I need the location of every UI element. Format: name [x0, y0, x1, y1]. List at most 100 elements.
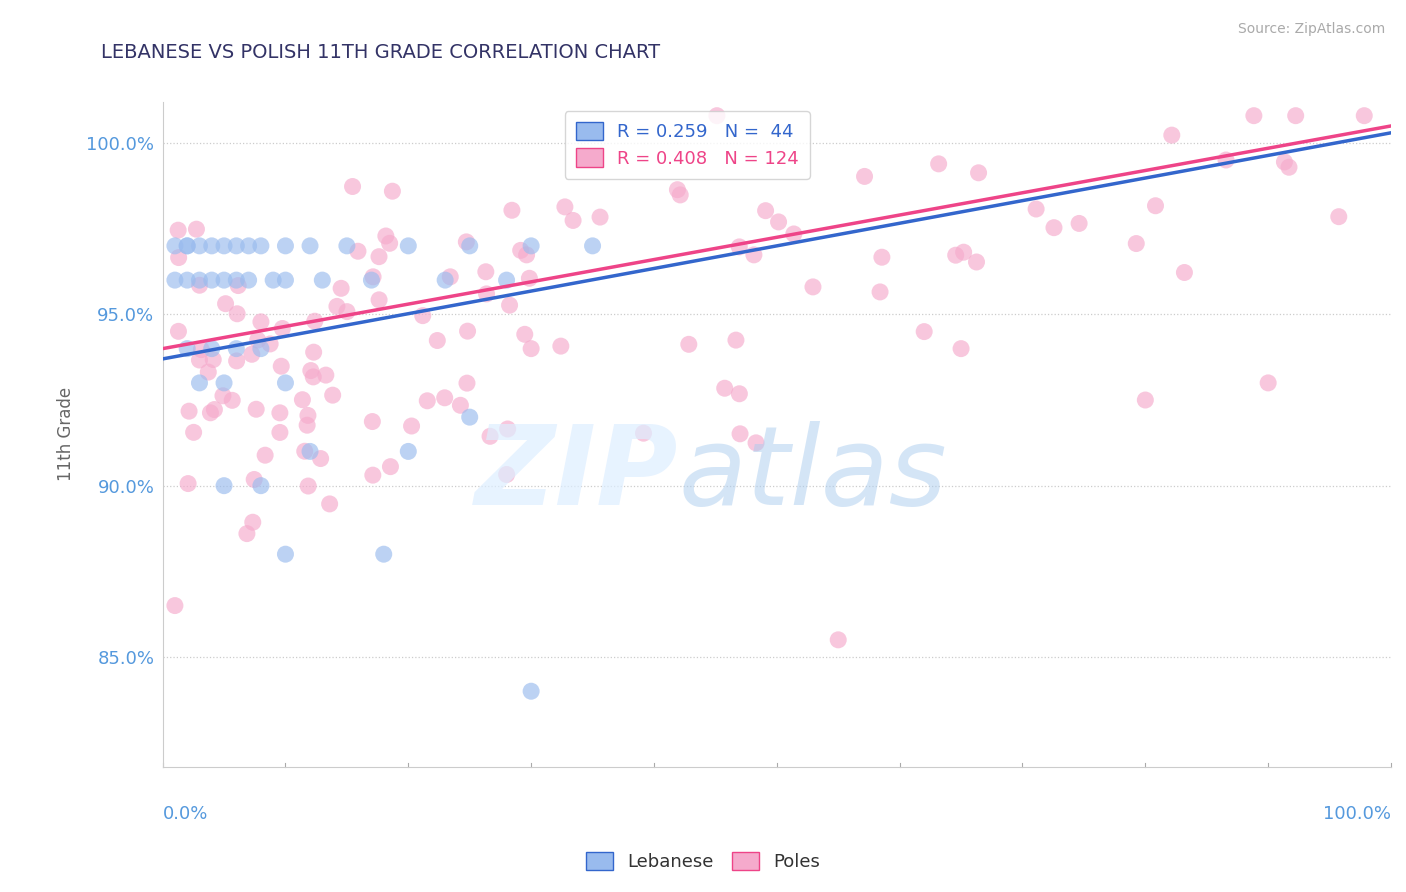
Point [457, 324, 479, 338]
Point [950, 342, 973, 356]
Legend: Lebanese, Poles: Lebanese, Poles [579, 845, 827, 879]
Point [475, 286, 498, 301]
Point [297, 409, 319, 423]
Point [188, 278, 211, 293]
Point [190, 343, 212, 357]
Point [240, 347, 263, 361]
Point [270, 359, 292, 374]
Point [928, 157, 950, 171]
Point [318, 497, 340, 511]
Point [176, 273, 198, 287]
Point [498, 298, 520, 312]
Point [226, 278, 249, 293]
Point [274, 239, 297, 253]
Point [516, 248, 538, 262]
Text: Source: ZipAtlas.com: Source: ZipAtlas.com [1237, 22, 1385, 37]
Point [401, 419, 423, 434]
Text: LEBANESE VS POLISH 11TH GRADE CORRELATION CHART: LEBANESE VS POLISH 11TH GRADE CORRELATIO… [101, 43, 661, 62]
Point [326, 299, 349, 313]
Point [177, 476, 200, 491]
Point [495, 467, 517, 482]
Point [496, 422, 519, 436]
Point [513, 327, 536, 342]
Point [342, 179, 364, 194]
Point [250, 342, 273, 356]
Point [221, 393, 243, 408]
Point [299, 239, 322, 253]
Point [188, 239, 211, 253]
Point [1257, 376, 1279, 390]
Point [163, 239, 186, 253]
Point [1160, 128, 1182, 143]
Point [238, 239, 260, 253]
Point [202, 402, 225, 417]
Point [201, 273, 224, 287]
Point [360, 273, 382, 287]
Point [212, 273, 235, 287]
Point [509, 244, 531, 258]
Point [374, 229, 396, 244]
Point [869, 285, 891, 299]
Point [1278, 161, 1301, 175]
Point [259, 337, 281, 351]
Point [299, 444, 322, 458]
Point [245, 402, 267, 417]
Point [225, 239, 247, 253]
Text: 100.0%: 100.0% [1323, 805, 1391, 823]
Point [167, 251, 190, 265]
Point [706, 109, 728, 123]
Point [299, 363, 322, 377]
Point [1274, 155, 1296, 169]
Point [728, 386, 751, 401]
Point [519, 271, 541, 285]
Point [302, 370, 325, 384]
Point [225, 354, 247, 368]
Point [361, 269, 384, 284]
Point [336, 304, 359, 318]
Point [1353, 109, 1375, 123]
Point [177, 404, 200, 418]
Point [246, 333, 269, 347]
Point [1243, 109, 1265, 123]
Text: atlas: atlas [679, 421, 948, 528]
Point [183, 425, 205, 440]
Point [167, 324, 190, 338]
Point [475, 265, 498, 279]
Point [945, 248, 967, 262]
Point [581, 239, 603, 253]
Point [952, 245, 974, 260]
Point [449, 398, 471, 412]
Point [202, 352, 225, 367]
Point [966, 255, 988, 269]
Point [520, 342, 543, 356]
Point [167, 223, 190, 237]
Point [186, 222, 208, 236]
Point [967, 166, 990, 180]
Point [426, 334, 449, 348]
Point [347, 244, 370, 259]
Point [176, 239, 198, 253]
Point [269, 425, 291, 440]
Point [456, 235, 478, 249]
Point [262, 273, 284, 287]
Point [197, 365, 219, 379]
Point [378, 236, 401, 251]
Point [361, 468, 384, 483]
Point [562, 213, 585, 227]
Point [666, 183, 689, 197]
Point [1144, 199, 1167, 213]
Point [755, 203, 778, 218]
Point [380, 459, 402, 474]
Point [589, 210, 612, 224]
Point [742, 248, 765, 262]
Point [250, 239, 273, 253]
Point [479, 429, 502, 443]
Point [250, 478, 273, 492]
Point [163, 599, 186, 613]
Point [373, 547, 395, 561]
Point [214, 296, 236, 310]
Point [188, 273, 211, 287]
Point [361, 415, 384, 429]
Point [302, 345, 325, 359]
Point [520, 684, 543, 698]
